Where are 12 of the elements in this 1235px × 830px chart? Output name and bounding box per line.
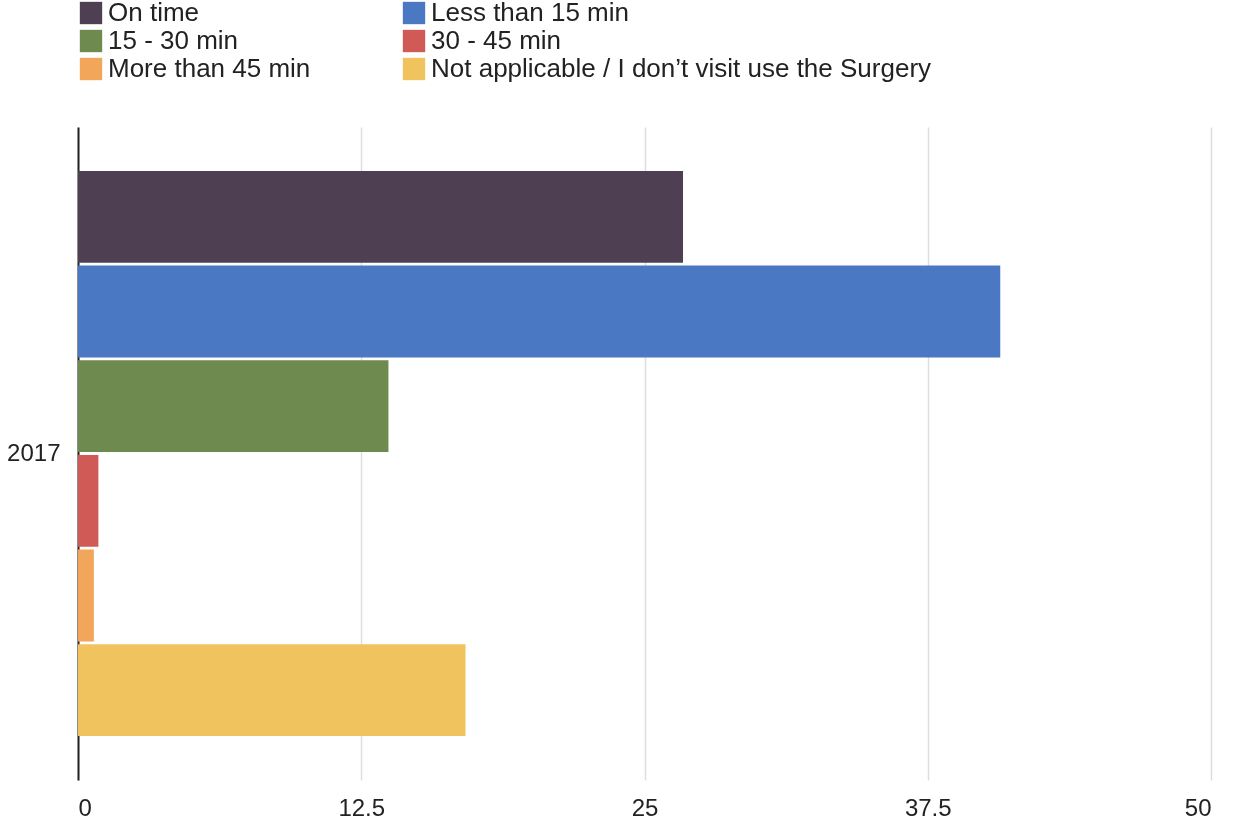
legend-label: 15 - 30 min [108,25,239,55]
x-tick-label: 50 [1184,793,1212,821]
x-tick-label: 12.5 [338,793,386,821]
legend-label: More than 45 min [108,53,311,83]
x-tick-label: 37.5 [904,793,952,821]
legend-label: Not applicable / I don’t visit use the Surgery [431,53,932,83]
y-tick-label: 2017 [7,438,61,466]
x-tick-label: 0 [78,793,92,821]
legend-label: On time [108,0,200,27]
legend-label: Less than 15 min [431,0,630,27]
legend-label: 30 - 45 min [431,25,562,55]
x-tick-label: 25 [631,793,659,821]
